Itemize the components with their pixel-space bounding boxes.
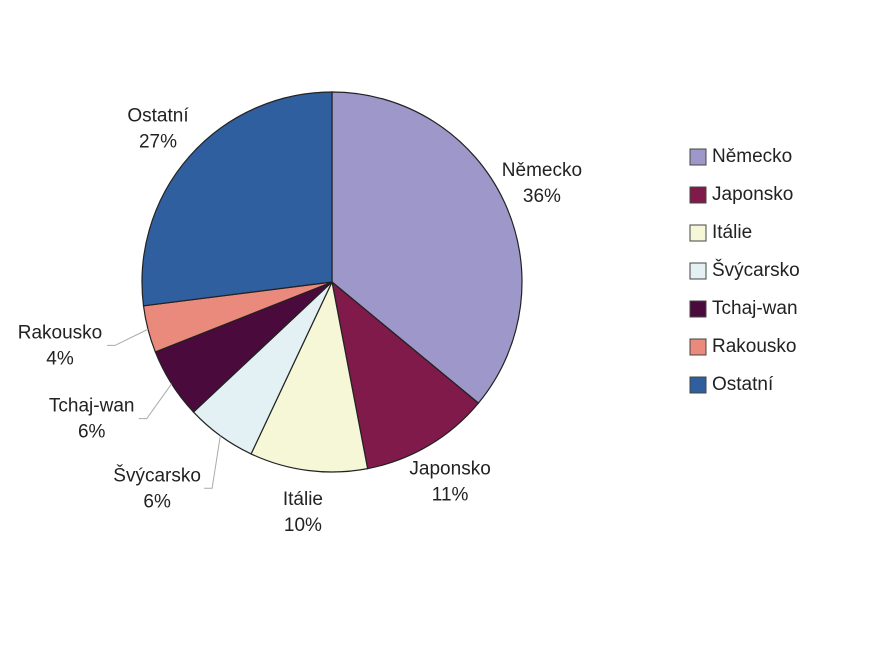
legend-swatch <box>689 376 707 394</box>
legend-label: Tchaj-wan <box>712 298 798 319</box>
leader-line <box>107 328 149 346</box>
leader-line <box>204 435 221 489</box>
legend-label: Ostatní <box>712 374 774 395</box>
category-label: Japonsko <box>409 459 490 480</box>
legend-swatch <box>689 300 707 318</box>
legend-swatch <box>689 262 707 280</box>
legend-label: Japonsko <box>712 184 793 205</box>
category-label: Švýcarsko <box>113 464 201 486</box>
value-label: 4% <box>46 348 74 369</box>
value-label: 11% <box>432 485 469 506</box>
category-label: Tchaj-wan <box>49 396 135 417</box>
category-label: Ostatní <box>127 106 189 127</box>
value-label: 27% <box>139 132 177 153</box>
legend-swatch <box>689 338 707 356</box>
pie-slice <box>250 280 369 473</box>
legend-swatch <box>689 186 707 204</box>
legend-swatch <box>689 224 707 242</box>
legend-label: Rakousko <box>712 336 797 357</box>
value-label: 6% <box>78 422 106 443</box>
pie-slice <box>331 280 480 470</box>
legend-swatch <box>689 148 707 166</box>
value-label: 6% <box>143 491 171 512</box>
category-label: Itálie <box>283 489 323 510</box>
category-label: Rakousko <box>18 322 103 343</box>
value-label: 36% <box>523 186 561 207</box>
leader-line <box>138 383 172 420</box>
legend-label: Švýcarsko <box>712 259 800 281</box>
legend-label: Německo <box>712 146 792 167</box>
value-label: 10% <box>284 515 322 536</box>
pie-slice <box>331 91 523 404</box>
legend-label: Itálie <box>712 222 752 243</box>
pie-slice <box>141 91 333 307</box>
category-label: Německo <box>502 160 582 181</box>
